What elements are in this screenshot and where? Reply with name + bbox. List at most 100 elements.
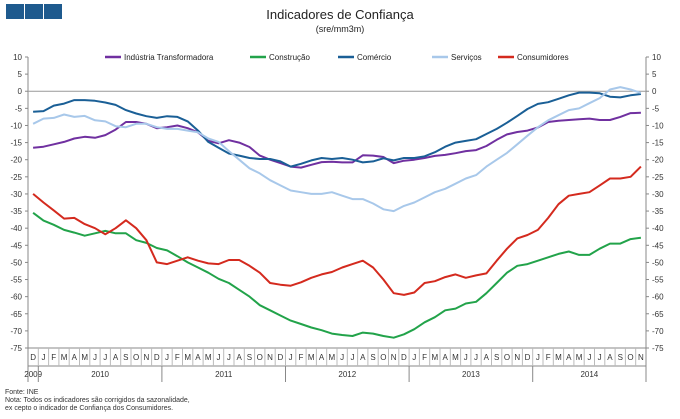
x-month-label: A [442, 353, 448, 362]
y-tick-label: -50 [652, 258, 664, 267]
x-month-label: N [638, 353, 644, 362]
legend-label-comercio: Comércio [357, 53, 392, 62]
y-tick-label: -20 [10, 156, 22, 165]
x-month-label: M [432, 353, 439, 362]
x-year-label: 2009 [24, 370, 42, 379]
logo-square-1-icon [6, 4, 24, 19]
y-tick-label: -65 [10, 310, 22, 319]
x-month-label: O [627, 353, 633, 362]
y-tick-label: -70 [652, 327, 664, 336]
x-month-label: O [257, 353, 263, 362]
legend-label-servicos: Serviços [451, 53, 482, 62]
legend: Indústria Transformadora Construção Comérc… [105, 53, 569, 62]
x-month-label: J [464, 353, 468, 362]
x-month-label: A [195, 353, 201, 362]
x-month-label: M [81, 353, 88, 362]
y-axis-left: 10 5 0 -5 -10 -15 -20 -25 -30 -35 -40 -45 -50 -55 -60 -… [10, 53, 29, 353]
x-month-label: A [360, 353, 366, 362]
x-month-label: A [236, 353, 242, 362]
x-month-label: M [61, 353, 68, 362]
x-month-label: O [133, 353, 139, 362]
legend-label-consumidores: Consumidores [517, 53, 569, 62]
y-axis-right: 10 5 0 -5 -10 -15 -20 -25 -30 -35 -40 -45 -50 -55 -60 -… [645, 53, 664, 353]
chart-title: Indicadores de Confiança [266, 7, 414, 22]
series-line-consumidores [32, 165, 642, 296]
x-month-label: D [154, 353, 160, 362]
x-month-label: O [504, 353, 510, 362]
x-month-label: J [412, 353, 416, 362]
y-tick-label: -40 [652, 224, 664, 233]
y-tick-label: -25 [10, 173, 22, 182]
x-month-label: S [247, 353, 252, 362]
y-tick-label: -60 [10, 293, 22, 302]
y-tick-label: -65 [652, 310, 664, 319]
y-tick-label: 10 [13, 53, 22, 62]
y-tick-label: -30 [652, 190, 664, 199]
x-month-label: A [72, 353, 78, 362]
x-month-label: A [113, 353, 119, 362]
y-tick-label: -60 [652, 293, 664, 302]
y-tick-label: -45 [10, 241, 22, 250]
x-month-label: N [514, 353, 520, 362]
x-month-label: J [103, 353, 107, 362]
x-month-label: M [184, 353, 191, 362]
legend-label-construcao: Construção [269, 53, 310, 62]
x-month-label: J [340, 353, 344, 362]
logo-square-2-icon [25, 4, 43, 19]
x-month-label: J [598, 353, 602, 362]
y-tick-label: -40 [10, 224, 22, 233]
y-tick-label: -10 [10, 121, 22, 130]
y-tick-label: -15 [10, 139, 22, 148]
series-lines [32, 86, 642, 339]
x-month-label: F [422, 353, 427, 362]
x-month-label: D [401, 353, 407, 362]
x-month-label: J [165, 353, 169, 362]
y-tick-label: -75 [10, 344, 22, 353]
x-month-label: N [391, 353, 397, 362]
y-tick-label: 10 [652, 53, 661, 62]
x-month-label: M [308, 353, 315, 362]
y-tick-label: -35 [652, 207, 664, 216]
x-year-label: 2012 [338, 370, 356, 379]
x-month-label: N [144, 353, 150, 362]
y-tick-label: -5 [15, 104, 23, 113]
x-month-label: J [41, 353, 45, 362]
y-tick-label: -35 [10, 207, 22, 216]
x-month-label: O [380, 353, 386, 362]
x-month-label: F [546, 353, 551, 362]
y-tick-label: 5 [18, 70, 23, 79]
y-tick-label: -25 [652, 173, 664, 182]
x-month-label: J [474, 353, 478, 362]
y-tick-label: -50 [10, 258, 22, 267]
y-tick-label: -30 [10, 190, 22, 199]
x-month-label: M [329, 353, 336, 362]
series-line-servicos [32, 86, 642, 213]
x-year-label: 2010 [91, 370, 109, 379]
y-tick-label: -55 [10, 276, 22, 285]
series-line-comercio [33, 91, 642, 168]
footnote-line-1: Nota: Todos os indicadores são corrigido… [5, 397, 190, 404]
y-tick-label: -10 [652, 121, 664, 130]
x-month-label: F [299, 353, 304, 362]
y-tick-label: -5 [652, 104, 660, 113]
legend-label-industria-transformadora: Indústria Transformadora [124, 53, 214, 62]
y-tick-label: -55 [652, 276, 664, 285]
footnote-line-2: ex cepto o indicador de Confiança dos Co… [5, 405, 174, 412]
x-month-label: J [93, 353, 97, 362]
x-month-label: N [267, 353, 273, 362]
x-month-label: S [618, 353, 623, 362]
x-month-label: S [370, 353, 375, 362]
y-tick-label: -20 [652, 156, 664, 165]
x-year-label: 2013 [462, 370, 480, 379]
x-month-label: M [555, 353, 562, 362]
x-month-label: J [289, 353, 293, 362]
y-tick-label: 5 [652, 70, 657, 79]
x-month-label: J [217, 353, 221, 362]
x-month-label: S [494, 353, 499, 362]
x-month-label: A [566, 353, 572, 362]
logo-square-3-icon [44, 4, 62, 19]
source-note: Fonte: INE [5, 389, 39, 396]
y-tick-label: 0 [18, 87, 23, 96]
x-month-label: M [205, 353, 212, 362]
